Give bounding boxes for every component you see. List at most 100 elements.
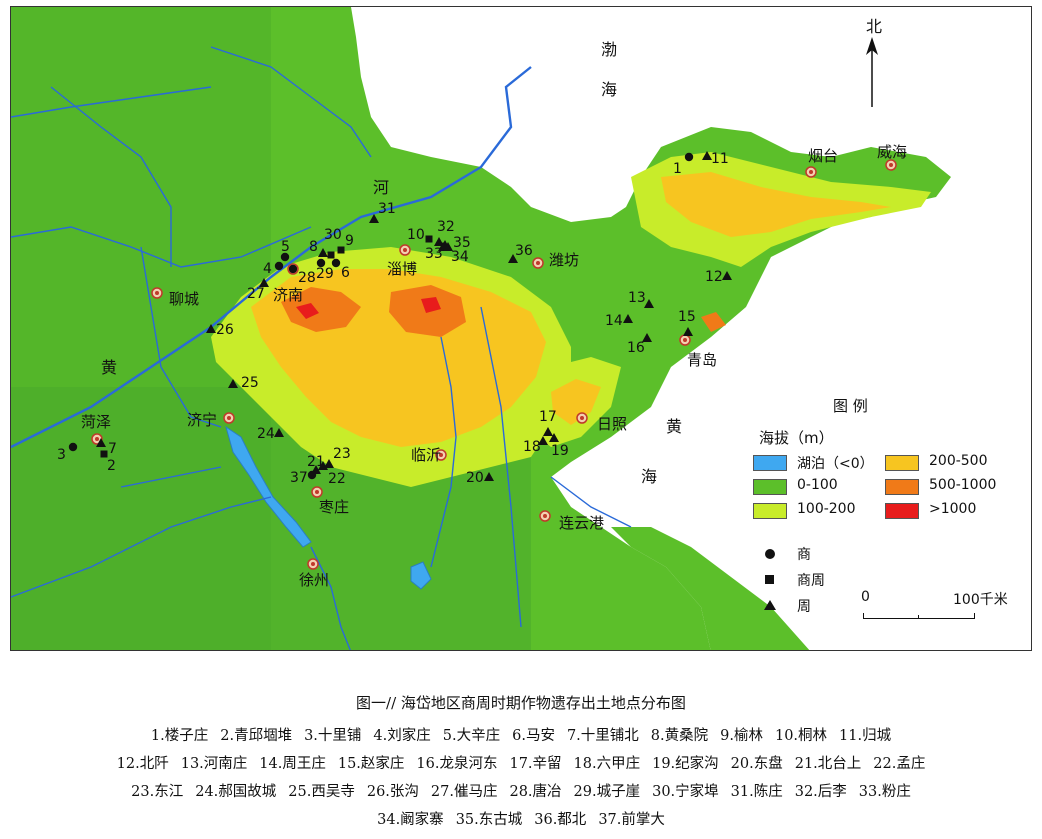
river-label-huang: 黄 — [101, 358, 117, 377]
city-label-zaozhuang: 枣庄 — [319, 498, 349, 516]
site-number-label: 35 — [453, 235, 471, 251]
site-number-label: 23 — [333, 446, 351, 462]
site-list-row: 34.阚家寨 35.东古城 36.都北 37.前掌大 — [0, 808, 1042, 829]
city-label-weifang: 潍坊 — [549, 251, 579, 269]
zhou-site-marker — [274, 428, 284, 437]
legend-swatch-100-200 — [753, 503, 787, 519]
sea-label-bohai-2: 海 — [601, 80, 617, 99]
site-list-row: 1.楼子庄 2.青邱堌堆 3.十里铺 4.刘家庄 5.大辛庄 6.马安 7.十里铺北 8.黄桑… — [0, 724, 1042, 745]
site-number-label: 6 — [341, 265, 350, 281]
zhou-site-marker — [228, 379, 238, 388]
site-number-label: 21 — [307, 454, 325, 470]
elevation-over-1000 — [296, 303, 319, 319]
city-label-lianyungang: 连云港 — [559, 514, 604, 532]
scale-bar — [863, 613, 975, 619]
north-arrow-icon — [866, 37, 878, 107]
site-number-label: 37 — [290, 470, 308, 486]
circle-icon — [765, 549, 775, 559]
site-list-item: 28.唐冶 — [509, 784, 562, 800]
elevation-500-1000 — [281, 287, 361, 332]
site-number-label: 13 — [628, 290, 646, 306]
site-number-label: 32 — [437, 219, 455, 235]
site-number-label: 5 — [281, 239, 290, 255]
city-marker-weihai: 威海 — [877, 143, 907, 171]
zhou-site-marker — [440, 240, 450, 249]
city-marker-yantai: 烟台 — [805, 147, 838, 178]
legend-label-100-200: 100-200 — [797, 501, 856, 517]
site-number-label: 1 — [673, 161, 682, 177]
legend: 图 例 海拔（m） 湖泊（<0） 0-100 100-200 200-500 5… — [753, 387, 1023, 647]
shangzhou-site-marker — [100, 450, 108, 458]
zhou-site-marker — [538, 436, 548, 445]
city-marker-zaozhuang: 枣庄 — [311, 486, 349, 516]
city-label-heze: 菏泽 — [81, 413, 111, 431]
city-marker-weifang: 潍坊 — [532, 251, 579, 269]
zhou-site-marker — [259, 278, 269, 287]
site-number-label: 16 — [627, 340, 645, 356]
site-number-label: 10 — [407, 227, 425, 243]
site-list-item: 24.郝国故城 — [195, 784, 277, 800]
site-list-item: 20.东盘 — [730, 756, 783, 772]
city-label-jining: 济宁 — [187, 411, 217, 429]
city-label-liaocheng: 聊城 — [169, 290, 199, 308]
north-label: 北 — [866, 17, 882, 36]
site-number-label: 7 — [108, 441, 117, 457]
site-list-item: 6.马安 — [512, 728, 555, 744]
site-list-item: 31.陈庄 — [730, 784, 783, 800]
site-number-label: 29 — [316, 266, 334, 282]
shang-site-marker — [331, 258, 341, 268]
zhou-site-marker — [642, 333, 652, 342]
site-number-label: 8 — [309, 239, 318, 255]
map-frame: 北 渤 海 黄 海 河 黄 烟台 威海 淄博 潍坊 聊城 济南 青岛 济宁 菏泽 日照 临沂 枣庄 连云… — [10, 6, 1032, 651]
city-marker-linyi: 临沂 — [411, 446, 447, 464]
site-list-item: 2.青邱堌堆 — [220, 728, 293, 744]
site-list-item: 37.前掌大 — [598, 812, 665, 828]
site-number-label: 22 — [328, 471, 346, 487]
site-list-item: 8.黄桑院 — [650, 728, 709, 744]
site-list-item: 13.河南庄 — [180, 756, 248, 772]
legend-swatch-lake — [753, 455, 787, 471]
lake-area — [225, 425, 312, 548]
site-list-item: 36.都北 — [534, 812, 587, 828]
legend-label-lake: 湖泊（<0） — [797, 456, 874, 472]
site-number-label: 30 — [324, 227, 342, 243]
zhou-site-marker — [318, 248, 328, 257]
site-number-label: 14 — [605, 313, 623, 329]
city-marker-zibo: 淄博 — [387, 244, 417, 278]
site-list-item: 17.辛留 — [509, 756, 562, 772]
square-icon — [765, 575, 774, 584]
site-list-item: 22.孟庄 — [873, 756, 926, 772]
zhou-site-marker — [722, 271, 732, 280]
legend-swatch-over-1000 — [885, 503, 919, 519]
legend-label-0-100: 0-100 — [797, 477, 838, 493]
sea-label-yellow-1: 黄 — [666, 417, 682, 436]
city-label-rizhao: 日照 — [597, 415, 627, 433]
site-number-label: 26 — [216, 322, 234, 338]
shangzhou-site-marker — [425, 235, 433, 243]
site-list-item: 30.宁家埠 — [652, 784, 719, 800]
shangzhou-site-marker — [327, 251, 335, 259]
city-marker-liaocheng: 聊城 — [151, 287, 199, 308]
city-label-yantai: 烟台 — [808, 147, 838, 165]
legend-label-200-500: 200-500 — [929, 453, 988, 469]
zhou-site-marker — [324, 459, 334, 468]
site-number-label: 4 — [263, 261, 272, 277]
scale-zero-label: 0 — [861, 589, 870, 605]
zhou-site-marker — [96, 438, 106, 447]
zhou-site-marker — [644, 299, 654, 308]
site-number-label: 31 — [378, 201, 396, 217]
site-list-item: 25.西吴寺 — [288, 784, 355, 800]
scale-end-label: 100千米 — [953, 592, 1008, 608]
shang-site-marker — [288, 264, 298, 274]
city-marker-rizhao: 日照 — [576, 412, 627, 433]
city-label-xuzhou: 徐州 — [299, 571, 329, 589]
site-list-row: 12.北阡 13.河南庄 14.周王庄 15.赵家庄 16.龙泉河东 17.辛留 18.六甲… — [0, 752, 1042, 773]
city-label-weihai: 威海 — [877, 143, 907, 161]
site-number-label: 18 — [523, 439, 541, 455]
shang-site-marker — [280, 252, 290, 262]
sea-area — [351, 7, 1031, 650]
zhou-site-marker — [543, 427, 553, 436]
site-list-item: 3.十里铺 — [304, 728, 362, 744]
site-list-item: 16.龙泉河东 — [416, 756, 498, 772]
